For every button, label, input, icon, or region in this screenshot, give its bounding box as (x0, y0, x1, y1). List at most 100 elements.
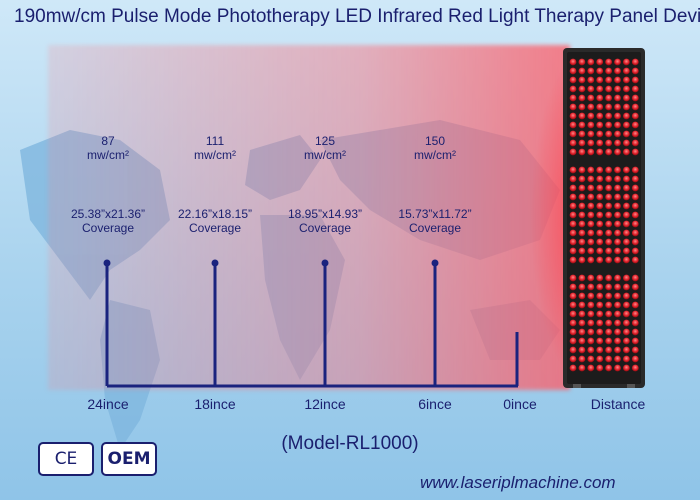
led-bulb (578, 328, 586, 336)
led-bulb (569, 355, 577, 363)
led-bulb (631, 247, 639, 255)
led-bulb (596, 256, 604, 264)
led-bulb (578, 319, 586, 327)
led-bulb (623, 283, 630, 291)
led-bulb (614, 58, 621, 66)
led-bulb (614, 148, 621, 156)
led-bulb (578, 103, 586, 111)
led-bulb (614, 202, 621, 210)
led-bulb (596, 247, 604, 255)
led-bulb (614, 292, 621, 300)
coverage-text: Coverage (298, 221, 352, 235)
led-bulb (623, 139, 630, 147)
led-bulb (605, 103, 612, 111)
led-bulb (623, 175, 630, 183)
led-bulb (596, 292, 604, 300)
led-bulb (569, 274, 577, 282)
led-bulb (587, 58, 595, 66)
led-bulb (631, 238, 639, 246)
led-bulb (631, 112, 639, 120)
led-bulb (587, 247, 595, 255)
led-bulb (614, 175, 621, 183)
led-bulb (569, 202, 577, 210)
led-bulb (587, 301, 595, 309)
led-bulb (569, 346, 577, 354)
led-bulb (631, 130, 639, 138)
ce-badge: CE (38, 442, 94, 476)
led-panel-device (563, 48, 645, 388)
led-bulb (631, 121, 639, 129)
led-bulb (614, 67, 621, 75)
led-bulb (614, 337, 621, 345)
led-bulb (605, 355, 612, 363)
led-bulb (614, 346, 621, 354)
led-bulb (569, 211, 577, 219)
led-bulb (631, 76, 639, 84)
led-bulb (587, 85, 595, 93)
coverage-size: 15.73”x11.72” (398, 207, 472, 221)
led-bulb (587, 193, 595, 201)
led-bulb (605, 202, 612, 210)
led-bulb (631, 283, 639, 291)
distance-label-12: 12ince (304, 396, 346, 412)
led-bulb (587, 112, 595, 120)
led-bulb (596, 211, 604, 219)
led-bulb (569, 85, 577, 93)
led-bulb (614, 319, 621, 327)
led-bulb (596, 112, 604, 120)
dose-label-12: 125 mw/cm² (275, 134, 375, 162)
led-bulb (587, 103, 595, 111)
led-bulb (596, 85, 604, 93)
led-bulb (631, 193, 639, 201)
website-link[interactable]: www.laseriplmachine.com (420, 473, 616, 492)
led-bulb (569, 229, 577, 237)
led-bulb (605, 112, 612, 120)
led-bulb (605, 328, 612, 336)
dose-unit: mw/cm² (194, 148, 236, 162)
distance-label-24: 24ince (87, 396, 129, 412)
led-bulb (614, 238, 621, 246)
led-bulb (605, 319, 612, 327)
led-bulb (587, 211, 595, 219)
led-bulb (605, 148, 612, 156)
led-bulb (596, 184, 604, 192)
led-bulb (596, 310, 604, 318)
led-bulb (605, 76, 612, 84)
led-bulb (623, 301, 630, 309)
led-bulb (623, 328, 630, 336)
led-bulb (623, 220, 630, 228)
led-bulb (596, 328, 604, 336)
led-bulb (596, 346, 604, 354)
led-bulb (631, 175, 639, 183)
marker-dot-18 (211, 259, 219, 267)
led-bulb (578, 112, 586, 120)
led-bulb (605, 274, 612, 282)
led-bulb (631, 274, 639, 282)
led-bulb (587, 319, 595, 327)
led-bulb (631, 184, 639, 192)
led-bulb (631, 292, 639, 300)
model-label: (Model-RL1000) (281, 433, 419, 454)
led-bulb (578, 355, 586, 363)
led-bulb (605, 346, 612, 354)
led-bulb (587, 121, 595, 129)
led-bulb (596, 283, 604, 291)
led-bulb (614, 94, 621, 102)
distance-label-0: 0ince (503, 396, 537, 412)
led-bulb (605, 292, 612, 300)
led-bulb (569, 166, 577, 174)
led-bulb (569, 238, 577, 246)
led-bulb (614, 301, 621, 309)
dose-label-6: 150 mw/cm² (385, 134, 485, 162)
led-bulb (614, 85, 621, 93)
dose-unit: mw/cm² (87, 148, 129, 162)
led-bulb (614, 256, 621, 264)
distance-label-18: 18ince (194, 396, 236, 412)
led-bulb (605, 175, 612, 183)
led-bulb (578, 346, 586, 354)
led-bulb (614, 166, 621, 174)
led-bulb (578, 166, 586, 174)
led-bulb (623, 112, 630, 120)
led-bulb (605, 364, 612, 372)
dose-value: 150 (424, 134, 446, 148)
